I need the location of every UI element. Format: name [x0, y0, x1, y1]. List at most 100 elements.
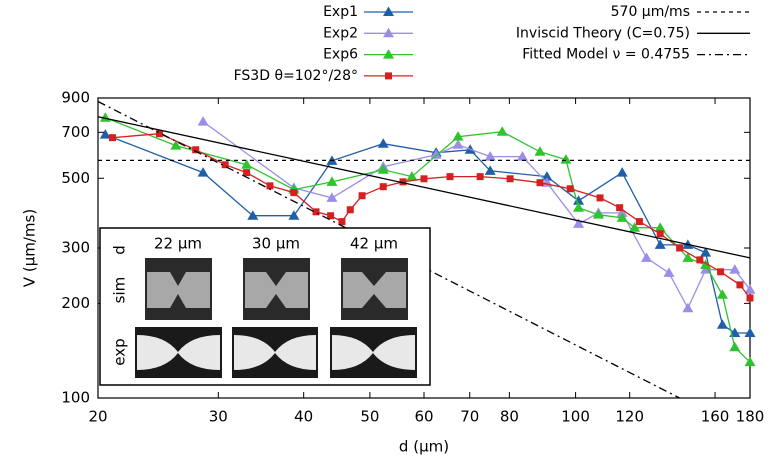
legend-label: FS3D θ=102°/28° — [234, 68, 358, 84]
marker — [682, 252, 694, 262]
marker — [534, 146, 546, 156]
marker — [716, 289, 728, 299]
inset-column-label: 22 µm — [154, 235, 202, 253]
y-tick-label: 700 — [61, 123, 90, 141]
marker — [266, 182, 274, 190]
marker — [682, 302, 694, 313]
marker — [506, 175, 514, 183]
marker — [399, 178, 407, 186]
marker — [430, 149, 442, 159]
marker — [592, 209, 604, 219]
marker — [516, 151, 528, 161]
marker — [566, 185, 574, 193]
marker — [338, 218, 346, 226]
marker — [247, 210, 259, 220]
x-tick-label: 60 — [414, 408, 433, 426]
exp-drop — [332, 335, 415, 370]
marker — [654, 239, 666, 249]
sim-drop — [147, 272, 210, 308]
marker — [616, 167, 628, 177]
plot-area — [97, 100, 756, 399]
marker — [663, 267, 675, 277]
marker — [536, 179, 544, 187]
marker — [700, 259, 712, 269]
marker — [452, 139, 464, 149]
legend-marker — [383, 49, 394, 59]
marker — [406, 171, 418, 181]
marker — [290, 189, 298, 197]
legend-marker — [383, 27, 394, 38]
marker — [736, 281, 744, 289]
inset-row-label: sim — [111, 277, 129, 304]
marker — [729, 264, 741, 274]
legend-label: Exp6 — [323, 47, 358, 63]
marker — [326, 176, 338, 186]
legend: Exp1 Exp2 Exp6 FS3D θ=102°/28° 570 µm/ms Invi… — [234, 4, 750, 84]
marker — [170, 140, 182, 150]
marker — [744, 327, 756, 337]
marker — [377, 138, 389, 148]
legend-marker — [383, 6, 394, 16]
legend-label: Inviscid Theory (C=0.75) — [516, 25, 690, 41]
marker — [573, 195, 585, 205]
marker — [241, 159, 253, 169]
marker — [155, 130, 163, 138]
marker — [379, 183, 387, 191]
x-tick-label: 100 — [561, 408, 590, 426]
series-line — [97, 116, 751, 259]
marker — [541, 171, 553, 181]
x-tick-label: 180 — [736, 408, 765, 426]
sim-drop — [343, 272, 406, 308]
marker — [744, 284, 756, 294]
marker — [654, 222, 666, 232]
marker — [420, 175, 428, 183]
x-tick-label: 20 — [88, 408, 107, 426]
marker — [484, 165, 496, 175]
exp-drop — [137, 335, 220, 370]
marker — [496, 126, 508, 136]
sim-images — [145, 258, 408, 320]
exp-images — [135, 327, 417, 378]
x-tick-label: 80 — [500, 408, 519, 426]
marker — [99, 129, 111, 139]
marker — [452, 131, 464, 141]
marker — [676, 244, 684, 252]
marker — [573, 218, 585, 228]
marker — [744, 356, 756, 367]
y-tick-label: 300 — [61, 239, 90, 257]
inset-column-label: 30 µm — [252, 235, 300, 253]
marker — [635, 218, 643, 226]
marker — [560, 154, 572, 164]
marker — [616, 212, 628, 222]
y-tick-label: 200 — [61, 294, 90, 312]
inset: 22 µm 30 µm 42 µm d sim exp — [99, 227, 431, 386]
y-axis-label: V (µm/ms) — [21, 209, 39, 287]
marker — [221, 161, 229, 169]
marker — [446, 173, 454, 181]
legend-marker — [385, 72, 392, 80]
marker — [616, 204, 624, 212]
y-tick-label: 100 — [61, 389, 90, 407]
marker — [596, 194, 604, 202]
marker — [197, 116, 209, 126]
marker — [696, 256, 704, 264]
marker — [346, 206, 354, 214]
inset-row-label: exp — [111, 338, 129, 365]
x-axis-label: d (µm) — [399, 438, 449, 456]
legend-label: 570 µm/ms — [611, 4, 690, 20]
legend-label: Fitted Model ν = 0.4755 — [522, 47, 690, 63]
marker — [616, 207, 628, 217]
marker — [197, 167, 209, 177]
marker — [484, 151, 496, 161]
inset-column-label: 42 µm — [350, 235, 398, 253]
x-tick-label: 50 — [360, 408, 379, 426]
marker — [358, 192, 366, 200]
legend-label: Exp1 — [323, 4, 358, 20]
y-tick-label: 900 — [61, 89, 90, 107]
sim-drop — [245, 272, 308, 308]
x-tick-label: 40 — [294, 408, 313, 426]
exp-drop — [234, 335, 316, 370]
marker — [700, 247, 712, 257]
marker — [629, 222, 641, 232]
marker — [288, 210, 300, 220]
